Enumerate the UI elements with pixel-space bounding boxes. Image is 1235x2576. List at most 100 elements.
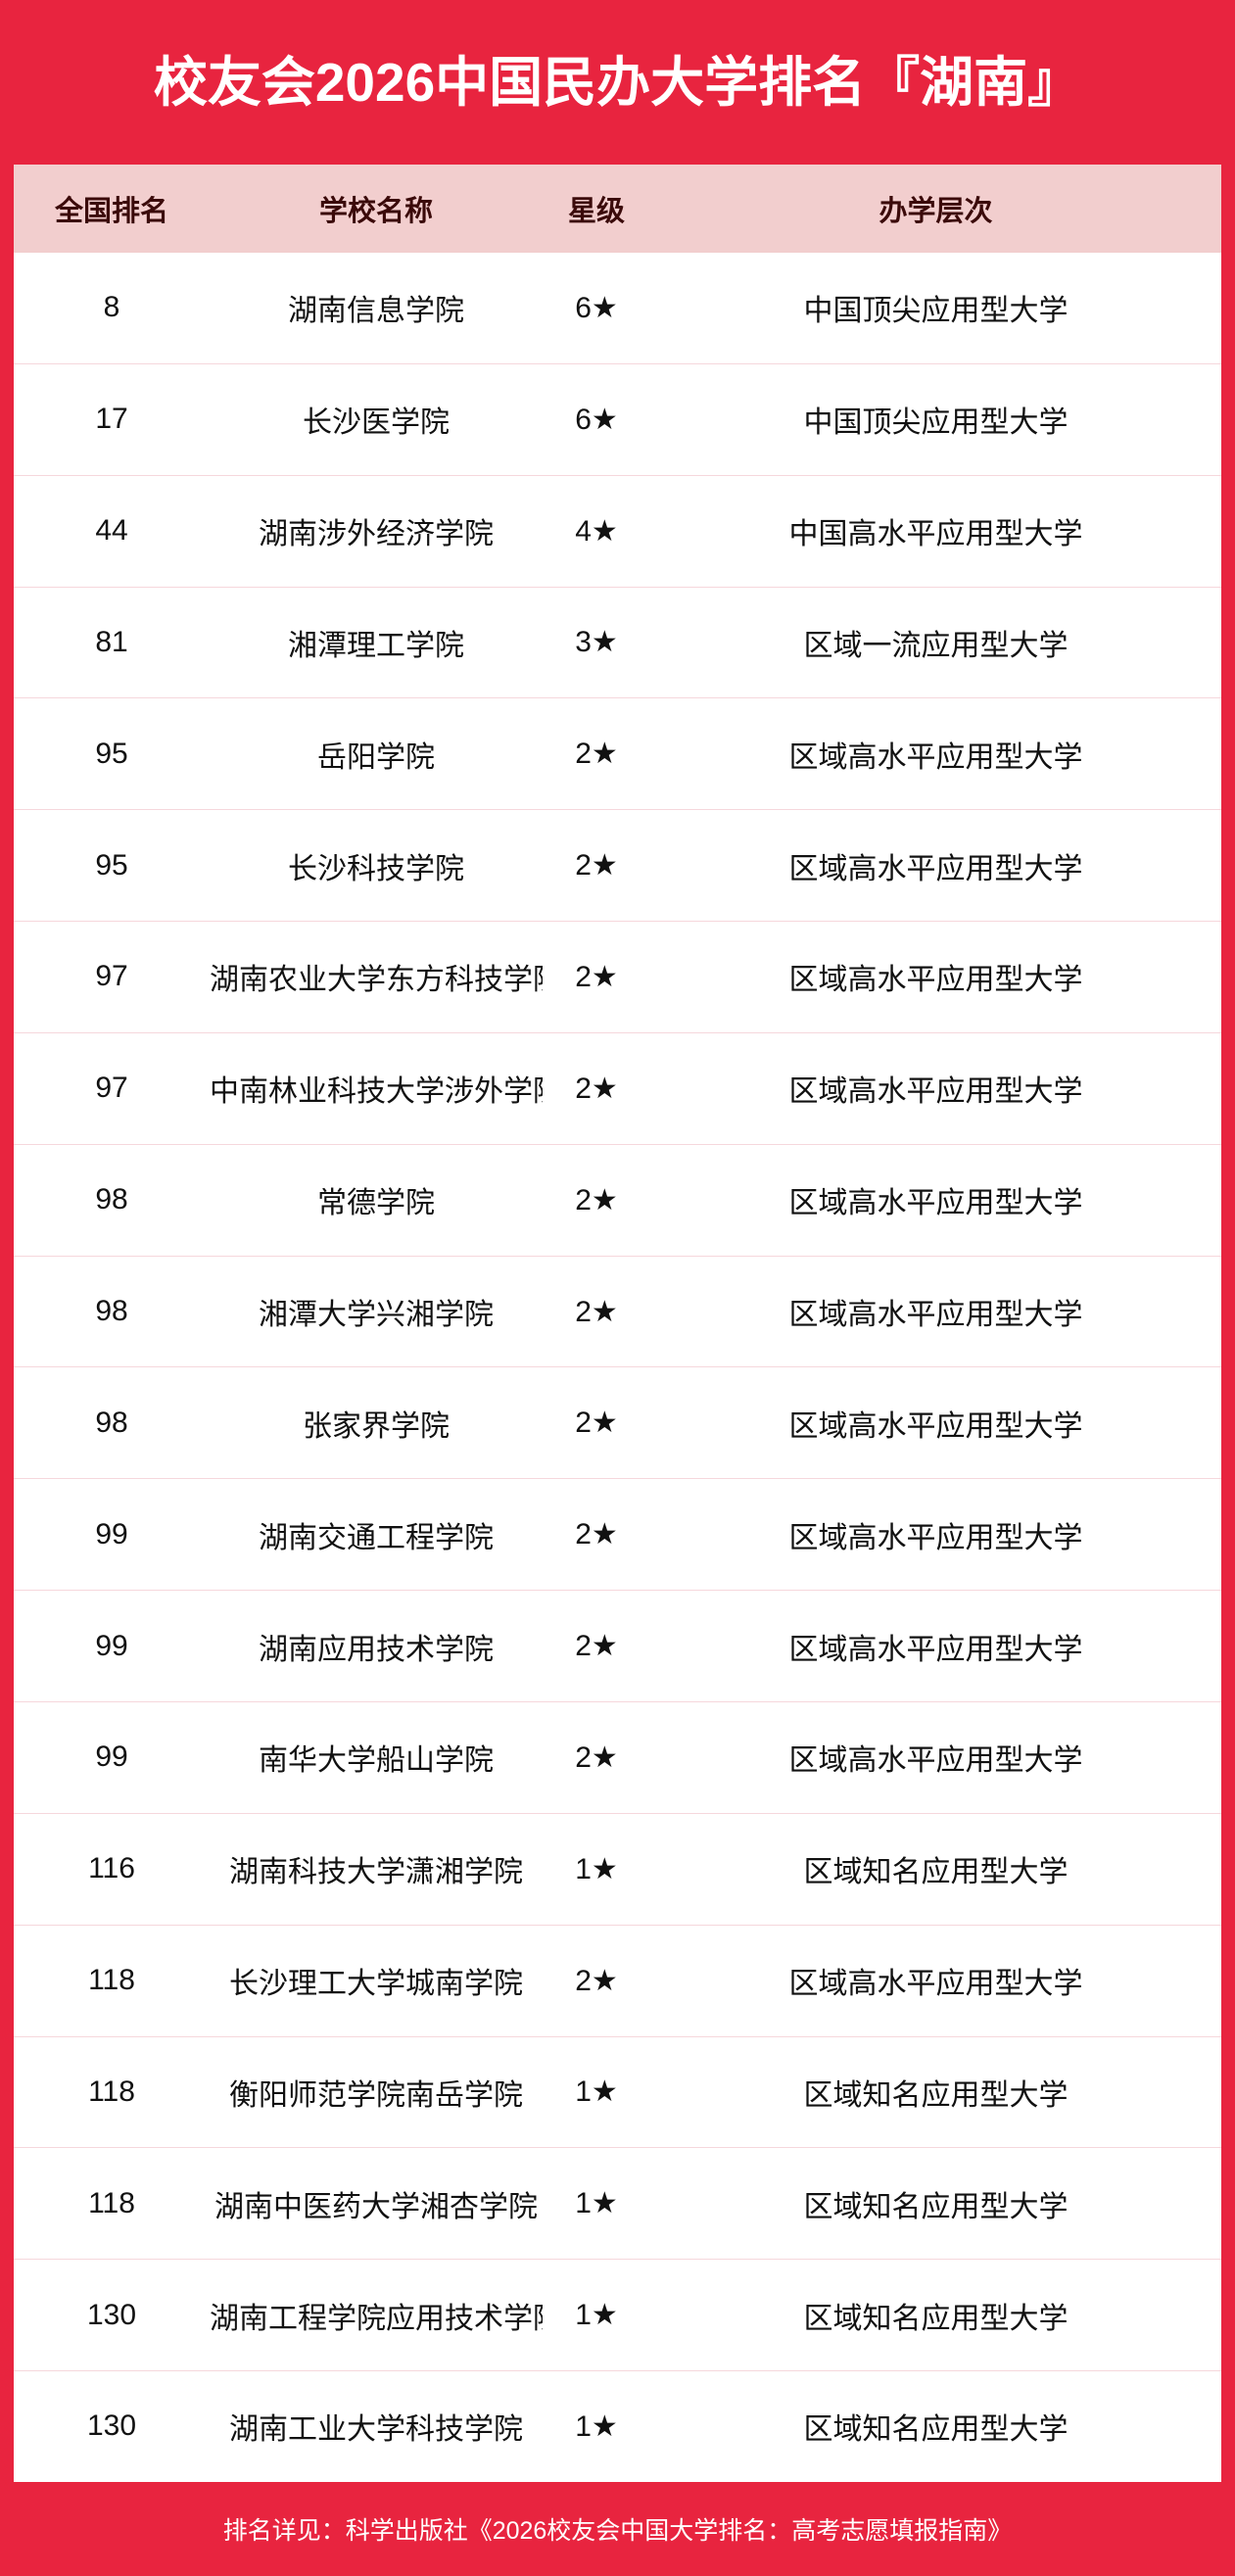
cell-star: 6★ [575, 403, 618, 436]
table-row: 8 湖南信息学院 6★ 中国顶尖应用型大学 [14, 253, 1221, 363]
column-header-name: 学校名称 [318, 196, 433, 227]
cell-rank: 44 [95, 514, 128, 548]
cell-name: 衡阳师范学院南岳学院 [229, 2078, 523, 2112]
cell-star: 1★ [575, 2075, 618, 2109]
cell-level: 区域高水平应用型大学 [788, 1409, 1083, 1443]
cell-level: 区域知名应用型大学 [803, 2190, 1069, 2223]
cell-rank: 17 [95, 403, 128, 436]
cell-name: 湖南工业大学科技学院 [229, 2413, 523, 2447]
cell-level: 区域高水平应用型大学 [788, 1521, 1083, 1554]
ranking-table: 全国排名 学校名称 星级 办学层次 8 湖南信息学院 6★ 中国顶尖应用型大学 … [14, 165, 1221, 2482]
cell-name: 常德学院 [317, 1187, 435, 1220]
table-row: 95 长沙科技学院 2★ 区域高水平应用型大学 [14, 809, 1221, 921]
title-banner: 校友会2026中国民办大学排名『湖南』 [0, 0, 1235, 165]
cell-star: 2★ [575, 1295, 618, 1328]
cell-star: 1★ [575, 2409, 618, 2443]
cell-level: 区域高水平应用型大学 [788, 964, 1083, 997]
cell-level: 区域知名应用型大学 [803, 2302, 1069, 2335]
cell-name: 长沙医学院 [303, 406, 450, 440]
cell-rank: 118 [88, 2186, 135, 2219]
table-row: 130 湖南工程学院应用技术学院 1★ 区域知名应用型大学 [14, 2259, 1221, 2370]
cell-star: 2★ [575, 1072, 618, 1105]
table-row: 118 湖南中医药大学湘杏学院 1★ 区域知名应用型大学 [14, 2147, 1221, 2259]
cell-name: 湖南农业大学东方科技学院 [210, 964, 543, 997]
table-row: 44 湖南涉外经济学院 4★ 中国高水平应用型大学 [14, 474, 1221, 587]
cell-star: 2★ [575, 849, 618, 883]
cell-name: 长沙科技学院 [288, 852, 464, 885]
cell-rank: 116 [88, 1852, 135, 1885]
cell-rank: 95 [95, 737, 128, 770]
cell-rank: 99 [95, 1741, 128, 1774]
cell-name: 湖南交通工程学院 [259, 1521, 494, 1554]
cell-name: 南华大学船山学院 [259, 1744, 494, 1778]
cell-level: 区域一流应用型大学 [803, 629, 1069, 662]
table-header-row: 全国排名 学校名称 星级 办学层次 [14, 165, 1221, 253]
cell-name: 湖南中医药大学湘杏学院 [214, 2190, 538, 2223]
cell-star: 2★ [575, 1518, 618, 1551]
cell-rank: 98 [95, 1406, 128, 1439]
cell-name: 湖南科技大学潇湘学院 [229, 1856, 523, 1889]
cell-star: 1★ [575, 2187, 618, 2220]
cell-rank: 118 [88, 2075, 135, 2108]
table-row: 95 岳阳学院 2★ 区域高水平应用型大学 [14, 697, 1221, 809]
cell-level: 区域高水平应用型大学 [788, 1299, 1083, 1332]
cell-level: 中国顶尖应用型大学 [803, 406, 1069, 440]
cell-star: 2★ [575, 1964, 618, 1997]
cell-level: 区域高水平应用型大学 [788, 1187, 1083, 1220]
table-row: 98 湘潭大学兴湘学院 2★ 区域高水平应用型大学 [14, 1255, 1221, 1367]
footer-banner: 排名详见：科学出版社《2026校友会中国大学排名：高考志愿填报指南》 [0, 2482, 1235, 2576]
table-row: 99 湖南应用技术学院 2★ 区域高水平应用型大学 [14, 1590, 1221, 1701]
cell-star: 2★ [575, 1630, 618, 1663]
cell-name: 张家界学院 [303, 1409, 450, 1443]
cell-star: 4★ [575, 514, 618, 548]
table-row: 118 衡阳师范学院南岳学院 1★ 区域知名应用型大学 [14, 2035, 1221, 2148]
cell-star: 1★ [575, 1852, 618, 1885]
cell-star: 3★ [575, 626, 618, 659]
table-row: 98 张家界学院 2★ 区域高水平应用型大学 [14, 1366, 1221, 1478]
cell-name: 中南林业科技大学涉外学院 [210, 1075, 543, 1109]
table-row: 97 中南林业科技大学涉外学院 2★ 区域高水平应用型大学 [14, 1031, 1221, 1144]
cell-star: 6★ [575, 291, 618, 324]
cell-name: 湖南应用技术学院 [259, 1633, 494, 1666]
cell-name: 湖南工程学院应用技术学院 [210, 2302, 543, 2335]
cell-rank: 118 [88, 1964, 135, 1997]
cell-name: 湘潭大学兴湘学院 [259, 1299, 494, 1332]
cell-rank: 8 [103, 291, 120, 324]
cell-name: 岳阳学院 [317, 740, 435, 774]
cell-level: 区域高水平应用型大学 [788, 1968, 1083, 2001]
footer-note: 排名详见：科学出版社《2026校友会中国大学排名：高考志愿填报指南》 [222, 2517, 1013, 2545]
cell-rank: 97 [95, 1072, 128, 1105]
table-row: 118 长沙理工大学城南学院 2★ 区域高水平应用型大学 [14, 1924, 1221, 2036]
cell-star: 2★ [575, 1183, 618, 1216]
table-row: 99 湖南交通工程学院 2★ 区域高水平应用型大学 [14, 1478, 1221, 1590]
table-row: 130 湖南工业大学科技学院 1★ 区域知名应用型大学 [14, 2370, 1221, 2482]
page-title: 校友会2026中国民办大学排名『湖南』 [153, 51, 1082, 113]
cell-star: 1★ [575, 2299, 618, 2332]
cell-level: 区域高水平应用型大学 [788, 740, 1083, 774]
cell-rank: 99 [95, 1517, 128, 1550]
cell-rank: 95 [95, 848, 128, 882]
cell-level: 区域高水平应用型大学 [788, 1075, 1083, 1109]
table-body: 8 湖南信息学院 6★ 中国顶尖应用型大学 17 长沙医学院 6★ 中国顶尖应用… [14, 253, 1221, 2482]
cell-name: 湘潭理工学院 [288, 629, 464, 662]
table-row: 97 湖南农业大学东方科技学院 2★ 区域高水平应用型大学 [14, 921, 1221, 1032]
cell-level: 区域知名应用型大学 [803, 1856, 1069, 1889]
table-row: 98 常德学院 2★ 区域高水平应用型大学 [14, 1143, 1221, 1256]
cell-rank: 130 [86, 2409, 137, 2443]
cell-star: 2★ [575, 1741, 618, 1774]
cell-rank: 130 [86, 2298, 137, 2331]
cell-level: 区域高水平应用型大学 [788, 1633, 1083, 1666]
cell-star: 2★ [575, 1407, 618, 1440]
cell-name: 湖南涉外经济学院 [259, 518, 494, 551]
table-row: 116 湖南科技大学潇湘学院 1★ 区域知名应用型大学 [14, 1812, 1221, 1925]
cell-level: 区域知名应用型大学 [803, 2413, 1069, 2447]
cell-level: 中国顶尖应用型大学 [803, 295, 1069, 328]
cell-rank: 97 [95, 960, 128, 993]
cell-rank: 81 [95, 625, 128, 658]
table-row: 81 湘潭理工学院 3★ 区域一流应用型大学 [14, 586, 1221, 698]
cell-star: 2★ [575, 960, 618, 993]
table-row: 99 南华大学船山学院 2★ 区域高水平应用型大学 [14, 1700, 1221, 1813]
column-header-rank: 全国排名 [54, 196, 168, 227]
cell-level: 区域知名应用型大学 [803, 2078, 1069, 2112]
